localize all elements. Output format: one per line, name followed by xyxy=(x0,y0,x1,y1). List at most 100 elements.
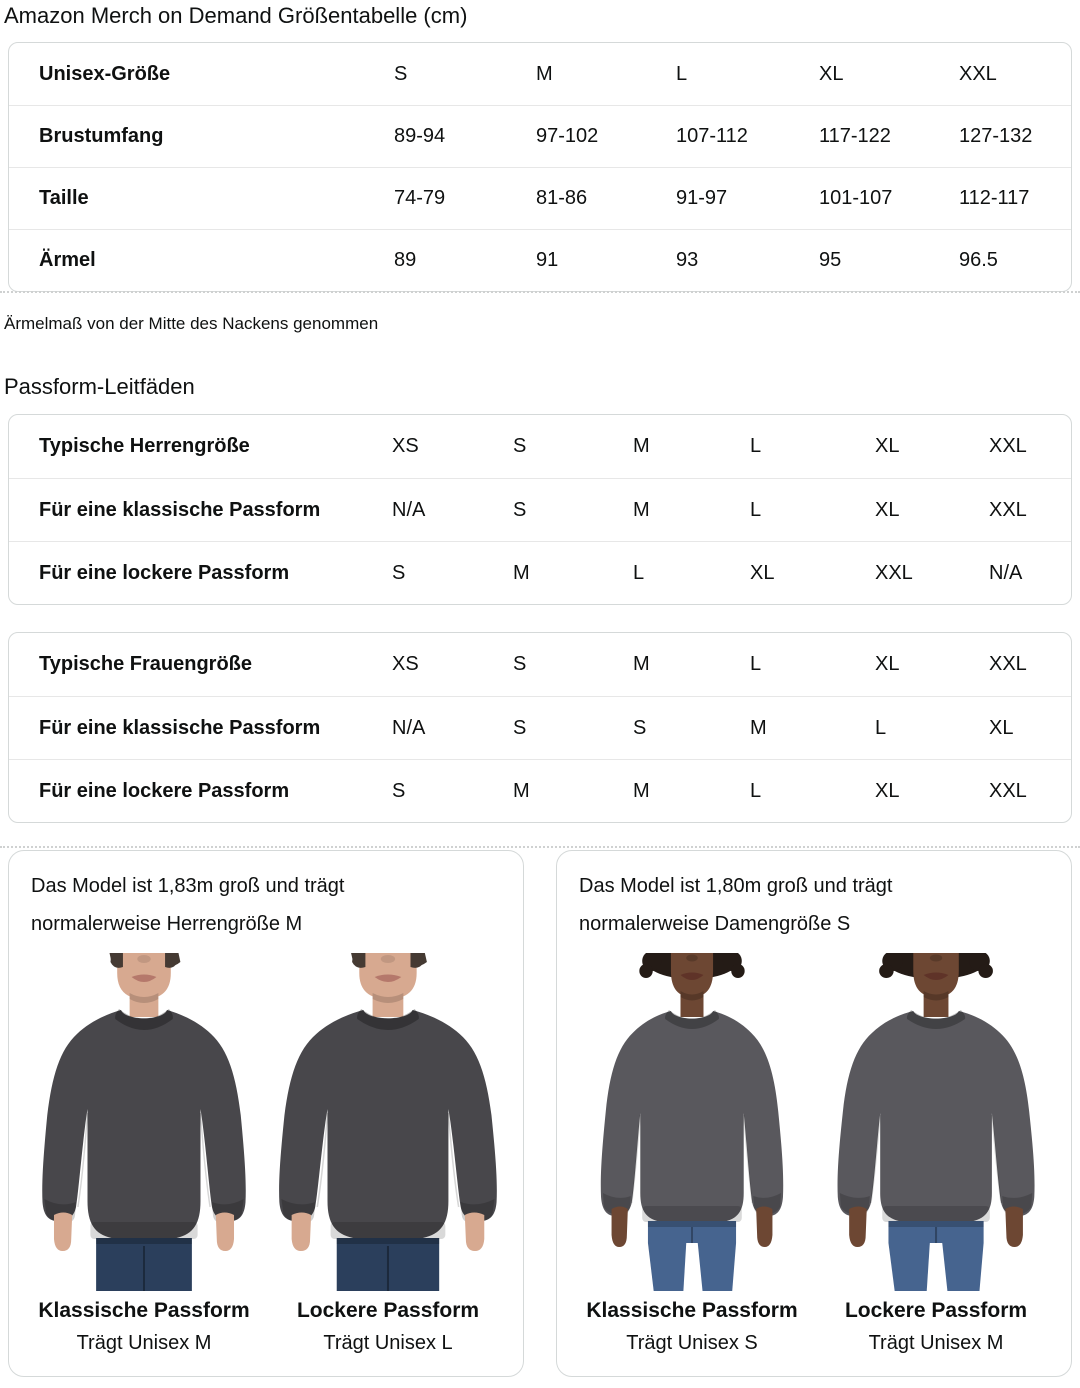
womens-model-card: Das Model ist 1,80m groß und trägt norma… xyxy=(556,850,1072,1377)
table-cell: M xyxy=(513,561,530,584)
table-cell: XL xyxy=(875,779,900,802)
table-cell: N/A xyxy=(392,498,426,521)
table-row: Für eine lockere Passform S M M L XL XXL xyxy=(9,759,1071,822)
table-cell: M xyxy=(633,498,650,521)
table-cell: XS xyxy=(392,435,419,457)
male-model-loose-image xyxy=(275,953,501,1291)
table-cell: XL xyxy=(989,716,1014,739)
photo-captions: Klassische Passform Trägt Unisex M Locke… xyxy=(31,1298,501,1358)
row-label: Unisex-Größe xyxy=(39,62,171,85)
table-cell: XS xyxy=(392,653,419,675)
table-cell: 89-94 xyxy=(394,125,446,147)
dashed-divider xyxy=(0,291,1080,293)
table-cell: S xyxy=(633,716,647,739)
table-row: Für eine lockere Passform S M L XL XXL N… xyxy=(9,541,1071,604)
page-title: Amazon Merch on Demand Größentabelle (cm… xyxy=(4,3,468,28)
table-cell: XL xyxy=(875,498,900,521)
table-row: Für eine klassische Passform N/A S M L X… xyxy=(9,478,1071,541)
row-label: Typische Herrengröße xyxy=(39,435,250,457)
table-cell: XL xyxy=(819,62,844,85)
table-row: Typische Frauengröße XS S M L XL XXL xyxy=(9,633,1071,696)
table-row: Taille 74-79 81-86 91-97 101-107 112-117 xyxy=(9,167,1071,229)
table-cell: 91-97 xyxy=(676,187,728,209)
table-cell: S xyxy=(392,779,406,802)
table-cell: S xyxy=(513,498,527,521)
size-label: Trägt Unisex L xyxy=(323,1332,453,1354)
table-cell: M xyxy=(633,435,650,457)
table-row: Unisex-Größe S M L XL XXL xyxy=(9,43,1071,105)
row-label: Typische Frauengröße xyxy=(39,653,253,675)
table-cell: 91 xyxy=(536,249,559,271)
caption-loose: Lockere Passform Trägt Unisex M xyxy=(823,1298,1049,1358)
caption-loose: Lockere Passform Trägt Unisex L xyxy=(275,1298,501,1358)
table-cell: L xyxy=(875,716,887,739)
row-label: Ärmel xyxy=(39,249,96,271)
table-cell: 97-102 xyxy=(536,125,599,147)
model-description: Das Model ist 1,80m groß und trägt norma… xyxy=(579,875,893,935)
table-cell: 112-117 xyxy=(959,187,1030,209)
table-cell: M xyxy=(536,62,553,85)
table-cell: 89 xyxy=(394,249,417,271)
table-cell: XXL xyxy=(989,498,1027,521)
table-cell: S xyxy=(394,62,408,85)
model-photos xyxy=(31,953,501,1291)
table-cell: N/A xyxy=(392,716,426,739)
table-cell: M xyxy=(513,779,530,802)
row-label: Taille xyxy=(39,187,89,209)
fit-label: Klassische Passform xyxy=(38,1299,250,1322)
table-cell: L xyxy=(676,62,688,85)
male-model-classic-image xyxy=(31,953,257,1291)
table-cell: 107-112 xyxy=(676,125,748,147)
dashed-divider xyxy=(0,846,1080,848)
table-cell: 93 xyxy=(676,249,699,271)
size-label: Trägt Unisex M xyxy=(868,1332,1004,1354)
table-cell: S xyxy=(513,653,527,675)
table-cell: 117-122 xyxy=(819,125,891,147)
table-cell: L xyxy=(750,653,762,675)
row-label: Für eine klassische Passform xyxy=(39,498,321,521)
table-cell: M xyxy=(750,716,767,739)
table-cell: XXL xyxy=(959,62,997,85)
table-cell: 101-107 xyxy=(819,187,893,209)
table-cell: XXL xyxy=(989,435,1027,457)
female-model-classic-image xyxy=(579,953,805,1291)
womens-fit-table: Typische Frauengröße XS S M L XL XXL Für… xyxy=(8,632,1072,823)
table-cell: XXL xyxy=(989,779,1027,802)
row-label: Für eine lockere Passform xyxy=(39,561,290,584)
row-label: Für eine lockere Passform xyxy=(39,779,290,802)
fit-label: Klassische Passform xyxy=(586,1299,798,1322)
model-photos xyxy=(579,953,1049,1291)
table-cell: XL xyxy=(750,561,775,584)
sleeve-measure-note: Ärmelmaß von der Mitte des Nackens genom… xyxy=(4,314,379,333)
mens-model-card: Das Model ist 1,83m groß und trägt norma… xyxy=(8,850,524,1377)
table-row: Brustumfang 89-94 97-102 107-112 117-122… xyxy=(9,105,1071,167)
table-cell: XXL xyxy=(989,653,1027,675)
table-cell: L xyxy=(750,498,762,521)
fit-label: Lockere Passform xyxy=(296,1299,480,1322)
size-label: Trägt Unisex M xyxy=(76,1332,212,1354)
row-label: Brustumfang xyxy=(39,125,164,147)
table-row: Für eine klassische Passform N/A S S M L… xyxy=(9,696,1071,759)
photo-captions: Klassische Passform Trägt Unisex S Locke… xyxy=(579,1298,1049,1358)
table-row: Ärmel 89 91 93 95 96.5 xyxy=(9,229,1071,291)
table-cell: XL xyxy=(875,435,900,457)
model-photo-classic-fit xyxy=(31,953,257,1291)
table-cell: L xyxy=(750,435,762,457)
table-cell: 95 xyxy=(819,249,842,271)
row-label: Für eine klassische Passform xyxy=(39,716,321,739)
mens-fit-table: Typische Herrengröße XS S M L XL XXL Für… xyxy=(8,414,1072,605)
table-cell: M xyxy=(633,779,650,802)
table-cell: 81-86 xyxy=(536,187,588,209)
model-photo-loose-fit xyxy=(823,953,1049,1291)
table-cell: M xyxy=(633,653,650,675)
model-photo-classic-fit xyxy=(579,953,805,1291)
model-description: Das Model ist 1,83m groß und trägt norma… xyxy=(31,875,345,935)
caption-classic: Klassische Passform Trägt Unisex S xyxy=(579,1298,805,1358)
table-cell: S xyxy=(513,435,527,457)
table-cell: 96.5 xyxy=(959,249,998,271)
table-cell: 74-79 xyxy=(394,187,446,209)
table-cell: S xyxy=(513,716,527,739)
table-cell: XL xyxy=(875,653,900,675)
table-cell: S xyxy=(392,561,406,584)
table-cell: L xyxy=(750,779,762,802)
